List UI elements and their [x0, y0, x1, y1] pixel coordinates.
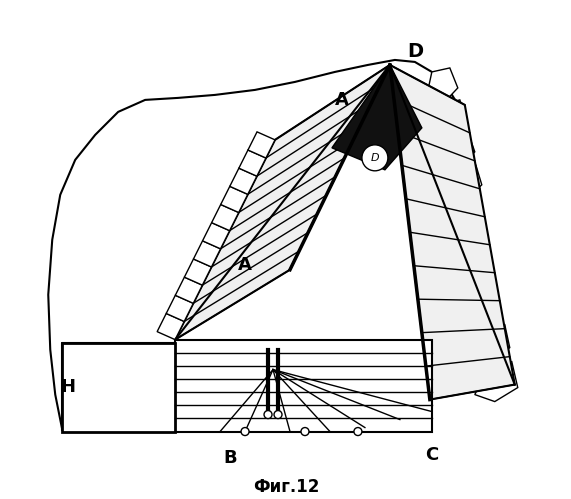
Polygon shape [440, 132, 475, 170]
Polygon shape [464, 290, 500, 328]
Polygon shape [230, 168, 257, 194]
Polygon shape [203, 223, 230, 249]
Polygon shape [444, 222, 480, 257]
Polygon shape [184, 259, 211, 285]
Circle shape [264, 411, 272, 419]
Polygon shape [426, 68, 458, 105]
Polygon shape [194, 241, 220, 267]
Text: D: D [371, 153, 379, 163]
Polygon shape [470, 325, 510, 365]
Polygon shape [175, 340, 432, 432]
Polygon shape [332, 65, 422, 170]
Polygon shape [212, 205, 239, 231]
Circle shape [354, 428, 362, 436]
Text: Фиг.12: Фиг.12 [253, 479, 319, 497]
Text: A: A [238, 255, 252, 274]
Polygon shape [390, 65, 514, 400]
Text: A: A [335, 91, 349, 109]
Text: B: B [223, 449, 237, 467]
Polygon shape [475, 362, 518, 402]
Circle shape [274, 411, 282, 419]
Circle shape [241, 428, 249, 436]
Polygon shape [62, 343, 175, 432]
Polygon shape [446, 165, 482, 202]
Polygon shape [432, 190, 468, 225]
Text: C: C [425, 446, 439, 464]
Polygon shape [434, 100, 467, 137]
Circle shape [301, 428, 309, 436]
Polygon shape [239, 150, 266, 176]
Polygon shape [175, 277, 202, 303]
Polygon shape [248, 132, 275, 158]
Polygon shape [454, 254, 490, 292]
Circle shape [362, 145, 388, 171]
Polygon shape [166, 295, 193, 321]
Polygon shape [175, 65, 390, 340]
Text: D: D [407, 42, 423, 61]
Text: H: H [61, 378, 76, 396]
Polygon shape [221, 186, 248, 213]
Polygon shape [157, 313, 184, 340]
